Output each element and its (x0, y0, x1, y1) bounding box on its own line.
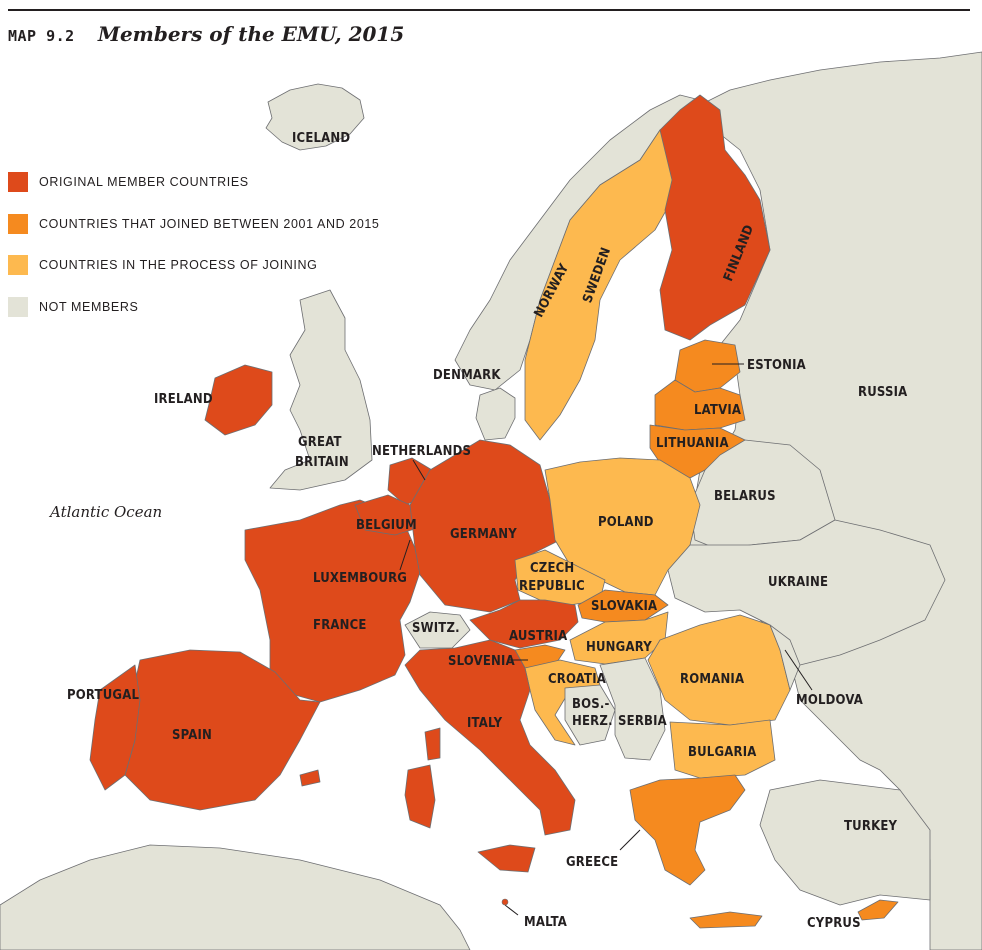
label-czech-2: REPUBLIC (519, 579, 585, 594)
country-north-africa (0, 844, 471, 950)
leader-malta (504, 904, 519, 916)
country-germany (409, 439, 561, 613)
label-serbia: SERBIA (618, 714, 667, 729)
label-cyprus: CYPRUS (807, 916, 861, 931)
country-great-britain (269, 289, 373, 491)
country-ireland (204, 364, 273, 436)
label-moldova: MOLDOVA (796, 693, 863, 708)
country-poland (544, 457, 701, 596)
label-hungary: HUNGARY (586, 640, 652, 655)
country-crete (689, 911, 763, 929)
country-turkey (759, 779, 931, 906)
label-malta: MALTA (524, 915, 567, 930)
label-slovenia: SLOVENIA (448, 654, 515, 669)
country-portugal (89, 664, 141, 791)
legend-label: NOT MEMBERS (39, 299, 139, 314)
country-ukraine (667, 519, 946, 666)
legend-label: COUNTRIES IN THE PROCESS OF JOINING (39, 258, 318, 272)
legend-item-original: ORIGINAL MEMBER COUNTRIES (8, 172, 379, 192)
country-romania (647, 614, 791, 726)
label-france: FRANCE (313, 618, 367, 633)
country-sweden (524, 129, 681, 441)
legend-swatch-joining (8, 255, 28, 275)
leader-luxembourg (399, 539, 411, 571)
label-latvia: LATVIA (694, 403, 741, 418)
country-denmark (475, 387, 516, 441)
country-france (244, 499, 421, 703)
label-estonia: ESTONIA (747, 358, 806, 373)
map-header: MAP 9.2 Members of the EMU, 2015 (8, 22, 404, 46)
country-slovakia (577, 589, 669, 623)
label-czech-1: CZECH (530, 561, 574, 576)
country-finland (659, 94, 771, 341)
label-greece: GREECE (566, 855, 618, 870)
top-rule (8, 9, 970, 11)
country-serbia (599, 657, 666, 761)
map-number: MAP 9.2 (8, 27, 75, 45)
label-lithuania: LITHUANIA (656, 436, 729, 451)
legend-item-not-member: NOT MEMBERS (8, 296, 379, 317)
legend-label: COUNTRIES THAT JOINED BETWEEN 2001 AND 2… (39, 216, 380, 231)
label-portugal: PORTUGAL (67, 688, 139, 703)
country-italy (404, 639, 576, 836)
label-bos-2: HERZ. (572, 714, 613, 729)
label-austria: AUSTRIA (509, 629, 567, 644)
legend: ORIGINAL MEMBER COUNTRIES COUNTRIES THAT… (8, 172, 379, 338)
label-luxembourg: LUXEMBOURG (313, 571, 407, 586)
label-spain: SPAIN (172, 728, 212, 743)
label-romania: ROMANIA (680, 672, 744, 687)
country-bulgaria (669, 719, 776, 779)
country-corsica (424, 727, 441, 761)
label-denmark: DENMARK (433, 368, 501, 383)
country-moldova (769, 624, 801, 691)
label-iceland: ICELAND (292, 131, 350, 146)
country-estonia (674, 339, 741, 393)
country-croatia (524, 659, 601, 746)
label-russia: RUSSIA (858, 385, 907, 400)
legend-item-joining: COUNTRIES IN THE PROCESS OF JOINING (8, 255, 379, 275)
map-title: Members of the EMU, 2015 (97, 22, 405, 46)
label-germany: GERMANY (450, 527, 517, 542)
country-balearic (299, 769, 321, 787)
label-ukraine: UKRAINE (768, 575, 828, 590)
label-great-britain-1: GREAT (298, 435, 342, 450)
country-sardinia (404, 764, 436, 829)
legend-swatch-not-member (8, 296, 28, 317)
label-netherlands: NETHERLANDS (372, 444, 471, 459)
label-croatia: CROATIA (548, 672, 606, 687)
label-bulgaria: BULGARIA (688, 745, 757, 760)
country-lithuania (649, 424, 746, 479)
leader-greece (619, 829, 641, 851)
country-austria (469, 599, 579, 649)
label-belarus: BELARUS (714, 489, 776, 504)
label-ireland: IRELAND (154, 392, 213, 407)
label-great-britain-2: BRITAIN (295, 455, 349, 470)
legend-label: ORIGINAL MEMBER COUNTRIES (39, 175, 249, 189)
country-bosnia-herzegovina (564, 684, 616, 746)
leader-netherlands (412, 459, 426, 481)
label-switz: SWITZ. (412, 621, 460, 636)
label-belgium: BELGIUM (356, 518, 417, 533)
country-greece (629, 774, 746, 886)
country-cyprus (857, 899, 899, 921)
label-turkey: TURKEY (844, 819, 898, 834)
leader-moldova (784, 649, 813, 691)
ocean-label: Atlantic Ocean (48, 503, 162, 521)
country-iceland (265, 83, 365, 151)
label-poland: POLAND (598, 515, 654, 530)
legend-swatch-original (8, 172, 28, 192)
country-sicily (477, 844, 536, 873)
malta-dot (501, 898, 509, 906)
label-slovakia: SLOVAKIA (591, 599, 657, 614)
country-switzerland (404, 611, 471, 649)
legend-swatch-joined (8, 213, 28, 234)
legend-item-joined: COUNTRIES THAT JOINED BETWEEN 2001 AND 2… (8, 213, 380, 234)
label-italy: ITALY (467, 716, 503, 731)
label-bos-1: BOS.- (572, 697, 610, 712)
